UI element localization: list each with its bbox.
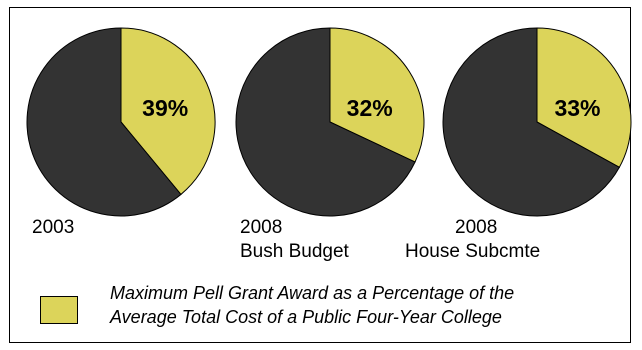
pie-slice xyxy=(120,27,216,196)
pie-caption-2003: 2003 xyxy=(32,216,74,240)
caption-line: House Subcmte xyxy=(405,241,541,262)
pie-slice-label: 33% xyxy=(554,95,600,121)
legend-text: Maximum Pell Grant Award as a Percentage… xyxy=(110,281,610,329)
pie-slice xyxy=(26,27,182,217)
caption-line: 2008 xyxy=(455,217,498,238)
legend-line: Maximum Pell Grant Award as a Percentage… xyxy=(110,283,515,303)
legend-line: Average Total Cost of a Public Four-Year… xyxy=(110,307,502,327)
pie-slice xyxy=(442,27,621,217)
pie-slice xyxy=(235,27,416,217)
caption-line: 2003 xyxy=(32,217,75,238)
caption-line: Bush Budget xyxy=(240,241,349,262)
pie-caption-bush-budget: 2008 Bush Budget xyxy=(240,216,349,264)
pie-slice xyxy=(536,27,632,168)
pie-slice xyxy=(329,27,425,163)
pie-slice-label: 32% xyxy=(347,95,393,121)
caption-line: 2008 xyxy=(240,217,283,238)
legend-swatch xyxy=(40,296,78,324)
pie-caption-house-subcmte: 2008 House Subcmte xyxy=(405,216,540,264)
pie-slice-label: 39% xyxy=(142,95,188,121)
